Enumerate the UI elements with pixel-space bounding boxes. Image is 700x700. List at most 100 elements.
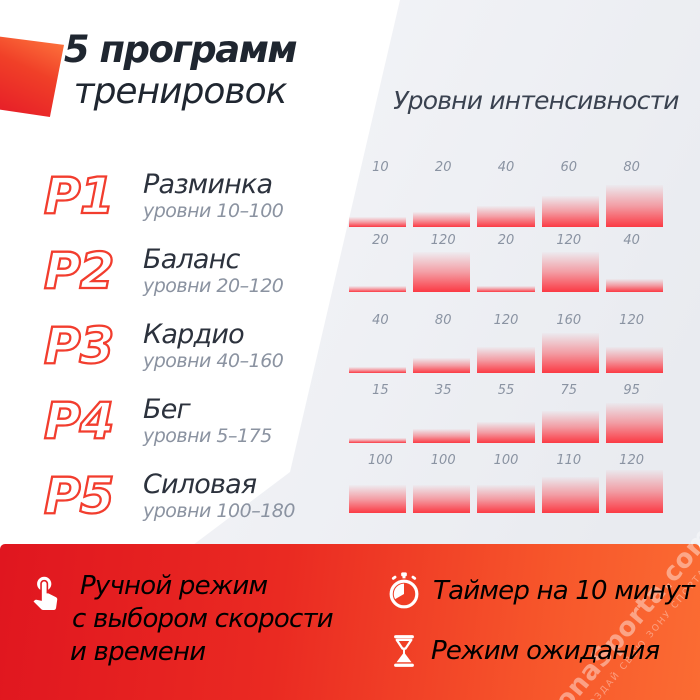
program-badge: P3 (43, 316, 116, 376)
intensity-bar (413, 429, 471, 443)
bar-value-label: 120 (619, 313, 644, 328)
bar-value-labels: 40 80 120 160 120 (349, 313, 663, 328)
bar-group (349, 469, 664, 513)
bar-group (349, 176, 664, 227)
bar-value-label: 20 (372, 233, 389, 248)
intensity-row-P1: 10 20 40 60 80 (349, 160, 664, 227)
intensity-bar (541, 477, 599, 513)
intensity-bar (413, 485, 471, 513)
bar-value-label: 15 (372, 383, 389, 398)
program-row-P1: P1 Разминка уровни 10–100 (43, 164, 284, 228)
bar-group (349, 399, 664, 443)
program-levels: уровни 100–180 (143, 499, 295, 522)
intensity-bar (349, 217, 407, 227)
hourglass-icon (394, 635, 414, 667)
intensity-bar (541, 411, 599, 443)
bar-value-label: 40 (372, 313, 389, 328)
bar-value-label: 120 (493, 313, 519, 328)
intensity-row-P3: 40 80 120 160 120 (349, 313, 664, 373)
program-row-P2: P2 Баланс уровни 20–120 (43, 239, 284, 303)
program-name: Бег (143, 393, 191, 425)
bar-value-label: 10 (372, 160, 389, 175)
bar-value-label: 100 (493, 453, 519, 468)
bar-value-label: 55 (497, 383, 515, 398)
intensity-bar (413, 358, 471, 373)
bar-value-label: 40 (623, 233, 640, 248)
footer-band: ZonaSporta.com СОЗДАЙ СВОЮ ЗОНУ СПОРТА (0, 522, 700, 700)
bar-value-label: 95 (623, 383, 640, 398)
program-badge: P1 (43, 166, 116, 226)
intensity-bar (413, 212, 471, 227)
bar-value-label: 40 (497, 160, 515, 175)
intensity-bar (605, 279, 664, 292)
intensity-row-P2: 20 120 20 120 40 (349, 233, 664, 292)
intensity-row-P5: 100 100 100 110 120 (349, 453, 664, 513)
manual-mode-line: с выбором скорости (72, 604, 334, 634)
page-title: 5 программ тренировок (55, 28, 305, 112)
stopwatch-icon (389, 572, 419, 609)
program-badge: P4 (43, 391, 116, 451)
page-title-line1: 5 программ (63, 28, 298, 71)
bar-value-label: 80 (623, 160, 640, 175)
manual-mode-text: Ручной режим с выбором скорости и времен… (70, 570, 350, 669)
touch-icon (33, 576, 58, 610)
program-name: Баланс (143, 243, 240, 275)
standby-label: Режим ожидания (431, 636, 660, 666)
intensity-bar (477, 422, 535, 443)
intensity-bar (605, 347, 664, 373)
program-row-P5: P5 Силовая уровни 100–180 (43, 464, 296, 528)
program-levels: уровни 5–175 (143, 424, 272, 447)
program-row-P4: P4 Бег уровни 5–175 (43, 389, 272, 453)
intensity-bar (541, 252, 599, 292)
bar-value-label: 60 (560, 160, 578, 175)
bar-value-labels: 20 120 20 120 40 (349, 233, 663, 248)
timer-label: Таймер на 10 минут (433, 576, 695, 606)
bar-value-label: 20 (497, 233, 515, 248)
program-name: Силовая (143, 468, 257, 500)
program-text: Бег уровни 5–175 (143, 395, 272, 448)
program-levels: уровни 40–160 (143, 349, 284, 372)
manual-mode-line: Ручной режим (80, 571, 268, 601)
bar-value-label: 160 (556, 313, 582, 328)
intensity-bar (477, 286, 535, 292)
intensity-bar (605, 185, 664, 227)
intensity-bar (541, 196, 599, 227)
bar-value-label: 80 (434, 313, 452, 328)
program-text: Баланс уровни 20–120 (143, 243, 284, 298)
program-text: Разминка уровни 10–100 (143, 168, 284, 223)
intensity-bar (605, 403, 664, 443)
manual-mode-line: и времени (70, 637, 206, 667)
intensity-bar (413, 252, 471, 292)
bar-value-labels: 15 35 55 75 95 (349, 383, 663, 398)
bar-value-label: 120 (619, 453, 644, 468)
intensity-bar (349, 485, 407, 513)
bar-value-label: 75 (560, 383, 578, 398)
intensity-bar (349, 286, 407, 292)
intensity-bar (605, 470, 664, 513)
intensity-bar (477, 347, 535, 373)
intensity-row-P4: 15 35 55 75 95 (349, 383, 664, 443)
intensity-bar (541, 333, 599, 373)
program-badge: P5 (43, 466, 116, 526)
intensity-bar (349, 367, 407, 373)
page-title-line2: тренировок (73, 71, 288, 112)
bar-value-label: 20 (434, 160, 452, 175)
bar-value-labels: 10 20 40 60 80 (349, 160, 663, 175)
watermark-slogan: СОЗДАЙ СВОЮ ЗОНУ СПОРТА (582, 566, 700, 700)
bar-value-label: 35 (434, 383, 452, 398)
program-name: Кардио (143, 318, 245, 350)
intensity-bar (477, 206, 535, 227)
standby-feature: Режим ожидания (386, 630, 660, 672)
intensity-bar (349, 438, 407, 443)
program-levels: уровни 20–120 (143, 274, 284, 297)
bar-value-label: 120 (430, 233, 456, 248)
bar-value-labels: 100 100 100 110 120 (349, 453, 663, 468)
bar-group (349, 249, 664, 292)
program-badge: P2 (43, 241, 116, 301)
program-name: Разминка (143, 168, 273, 200)
bar-value-label: 100 (430, 453, 456, 468)
bar-value-label: 100 (367, 453, 393, 468)
program-text: Силовая уровни 100–180 (143, 470, 295, 523)
bar-value-label: 120 (556, 233, 582, 248)
